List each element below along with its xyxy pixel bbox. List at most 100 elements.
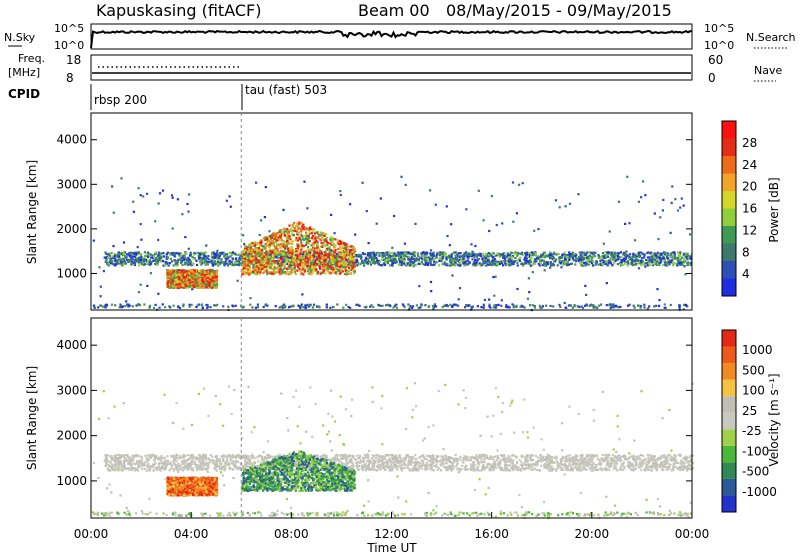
echo-cell xyxy=(425,255,428,258)
echo-cell xyxy=(187,281,190,285)
echo-cell xyxy=(186,279,189,282)
echo-cell xyxy=(158,257,161,260)
echo-cell xyxy=(643,255,646,258)
echo-cell xyxy=(549,251,552,254)
echo-cell xyxy=(489,254,492,257)
echo-cell xyxy=(99,295,102,298)
echo-cell xyxy=(319,262,322,265)
echo-cell xyxy=(308,250,311,253)
echo-cell xyxy=(345,257,349,261)
echo-cell xyxy=(653,252,656,255)
echo-cell xyxy=(624,257,628,260)
echo-cell xyxy=(535,254,538,257)
echo-cell xyxy=(174,278,177,281)
echo-cell xyxy=(290,256,293,259)
echo-cell xyxy=(490,260,494,263)
echo-cell xyxy=(647,259,650,262)
echo-cell xyxy=(215,270,218,274)
echo-cell xyxy=(143,263,146,266)
echo-cell xyxy=(269,263,272,266)
echo-cell xyxy=(518,259,521,262)
echo-cell xyxy=(353,257,356,260)
echo-cell xyxy=(196,278,199,281)
echo-cell xyxy=(610,254,613,257)
echo-cell xyxy=(284,254,287,257)
echo-cell xyxy=(200,257,203,260)
echo-cell xyxy=(237,261,241,264)
echo-cell xyxy=(178,276,181,279)
echo-cell xyxy=(215,262,218,265)
echo-cell xyxy=(641,260,645,263)
echo-cell xyxy=(669,231,672,234)
echo-cell xyxy=(664,251,667,254)
echo-cell xyxy=(407,257,410,260)
echo-cell xyxy=(398,258,401,261)
echo-cell xyxy=(304,259,307,262)
echo-cell xyxy=(674,198,677,201)
echo-cell xyxy=(210,279,213,282)
echo-cell xyxy=(292,263,295,266)
echo-cell xyxy=(585,251,588,254)
echo-cell xyxy=(396,254,399,257)
echo-cell xyxy=(260,219,263,222)
echo-cell xyxy=(202,256,205,259)
echo-cell xyxy=(346,251,349,254)
echo-cell xyxy=(419,262,422,265)
echo-cell xyxy=(475,262,478,265)
echo-cell xyxy=(333,232,336,235)
echo-cell xyxy=(386,261,389,264)
echo-cell xyxy=(92,239,95,242)
echo-cell xyxy=(338,265,341,268)
echo-cell xyxy=(678,262,681,265)
echo-cell xyxy=(351,251,354,254)
echo-cell xyxy=(167,280,170,283)
echo-cell xyxy=(658,256,661,259)
echo-cell xyxy=(608,260,612,263)
echo-cell xyxy=(484,253,487,256)
echo-cell xyxy=(681,263,684,267)
echo-cell xyxy=(569,257,572,260)
echo-cell xyxy=(132,255,135,258)
echo-cell xyxy=(510,259,513,262)
echo-cell xyxy=(212,281,215,284)
echo-cell xyxy=(327,254,330,257)
echo-cell xyxy=(199,252,202,255)
echo-cell xyxy=(506,252,509,255)
echo-cell xyxy=(218,263,222,266)
echo-cell xyxy=(138,256,141,259)
echo-cell xyxy=(289,271,292,274)
echo-cell xyxy=(574,263,577,266)
echo-cell xyxy=(135,254,138,257)
echo-cell xyxy=(267,265,270,268)
echo-cell xyxy=(177,271,180,274)
echo-cell xyxy=(104,260,107,263)
echo-cell xyxy=(489,252,492,255)
echo-cell xyxy=(241,251,245,254)
echo-cell xyxy=(257,251,260,254)
echo-cell xyxy=(683,253,686,256)
echo-cell xyxy=(300,251,303,254)
echo-cell xyxy=(184,257,187,260)
echo-cell xyxy=(671,185,674,188)
echo-cell xyxy=(224,257,227,260)
echo-cell xyxy=(310,268,313,271)
echo-cell xyxy=(552,256,555,260)
echo-cell xyxy=(628,222,631,225)
echo-cell xyxy=(510,256,514,259)
echo-cell xyxy=(279,262,282,265)
echo-cell xyxy=(332,249,335,252)
echo-cell xyxy=(631,256,634,259)
echo-cell xyxy=(516,264,519,267)
date-range: 08/May/2015 - 09/May/2015 xyxy=(446,1,672,20)
echo-cell xyxy=(288,261,291,265)
echo-cell xyxy=(501,262,504,265)
echo-cell xyxy=(450,264,453,267)
echo-cell xyxy=(178,306,182,310)
echo-cell xyxy=(591,252,594,255)
echo-cell xyxy=(234,263,237,266)
echo-cell xyxy=(184,276,187,280)
echo-cell xyxy=(396,251,400,254)
echo-cell xyxy=(251,270,254,273)
echo-cell xyxy=(152,259,155,262)
echo-cell xyxy=(460,259,463,262)
